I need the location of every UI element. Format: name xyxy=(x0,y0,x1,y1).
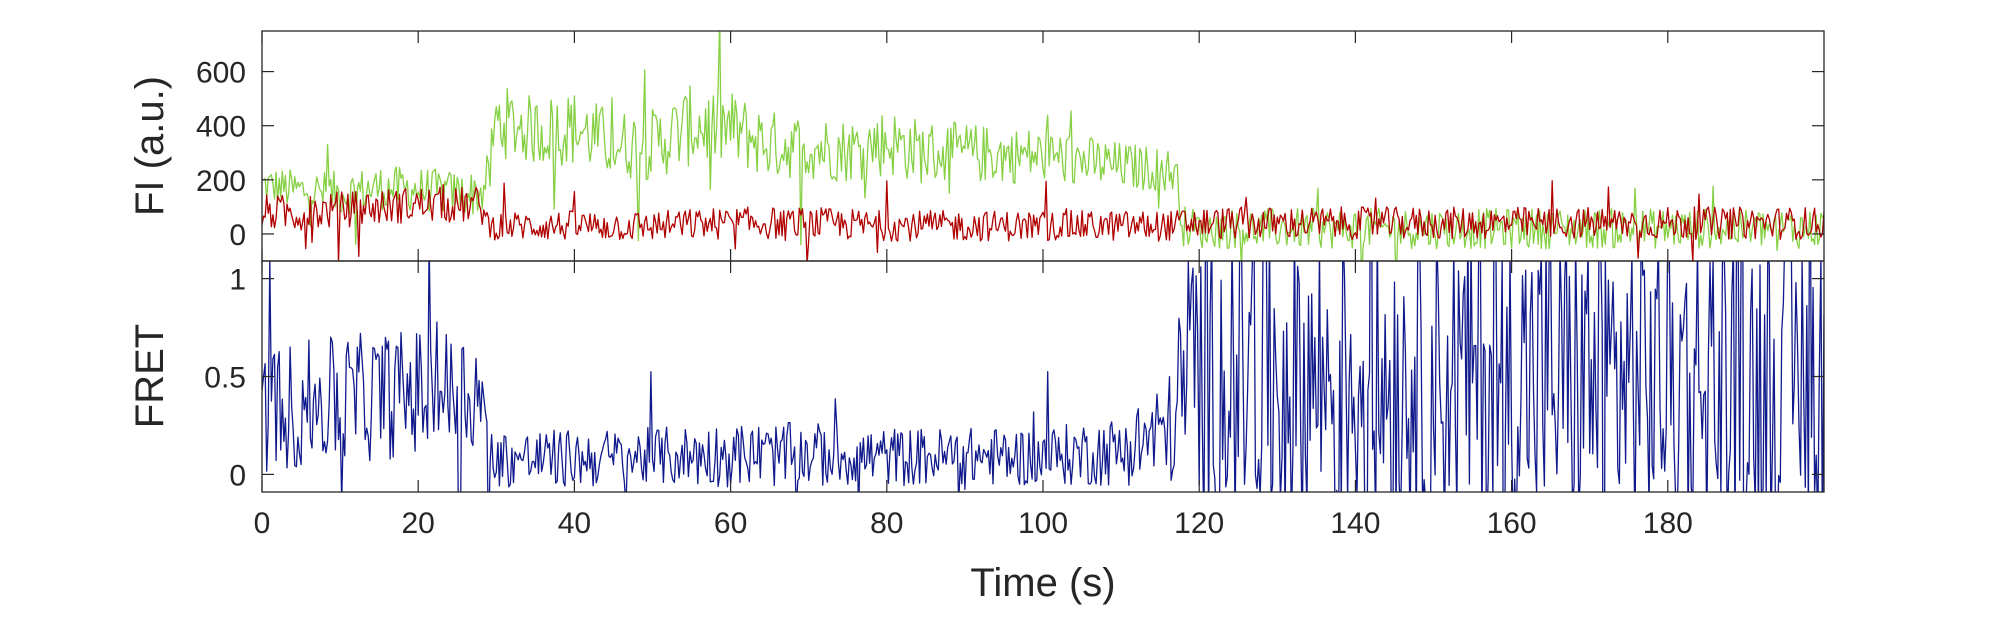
top-panel: 0 200 400 600 FI (a.u.) xyxy=(128,30,1825,262)
top-y-ticks: 0 200 400 600 xyxy=(196,31,1824,261)
bottom-panel: 00.51 0 20 40 60 80 100 120 140 160 180 FRET Time… xyxy=(128,260,1825,605)
bottom-traces xyxy=(262,261,1824,492)
y-tick-label: 600 xyxy=(196,57,246,90)
bottom-axes-box xyxy=(261,260,1825,493)
x-tick-label: 100 xyxy=(1018,507,1068,540)
x-tick-label: 160 xyxy=(1487,507,1537,540)
bottom-y-axis-label: FRET xyxy=(128,324,172,428)
x-tick-label: 120 xyxy=(1174,507,1224,540)
y-tick-label: 400 xyxy=(196,111,246,144)
x-tick-label: 20 xyxy=(402,507,435,540)
x-tick-label: 140 xyxy=(1330,507,1380,540)
series-line-bottom-0 xyxy=(262,261,1824,492)
bottom-x-ticks: 0 20 40 60 80 100 120 140 160 180 xyxy=(254,507,1693,540)
y-tick-label: 200 xyxy=(196,165,246,198)
x-axis-label: Time (s) xyxy=(970,561,1115,605)
y-tick-label: 0.5 xyxy=(204,362,246,395)
x-tick-label: 40 xyxy=(558,507,591,540)
top-traces xyxy=(262,31,1824,261)
x-tick-label: 60 xyxy=(714,507,747,540)
x-tick-label: 80 xyxy=(870,507,903,540)
y-tick-label: 1 xyxy=(229,264,246,297)
x-tick-label: 180 xyxy=(1643,507,1693,540)
series-line-top-0 xyxy=(262,31,1824,261)
x-tick-label: 0 xyxy=(254,507,271,540)
y-tick-label: 0 xyxy=(229,459,246,492)
top-y-axis-label: FI (a.u.) xyxy=(128,76,172,216)
series-line-top-1 xyxy=(262,180,1824,261)
y-tick-label: 0 xyxy=(229,219,246,252)
bottom-y-ticks: 00.51 xyxy=(204,261,1824,492)
